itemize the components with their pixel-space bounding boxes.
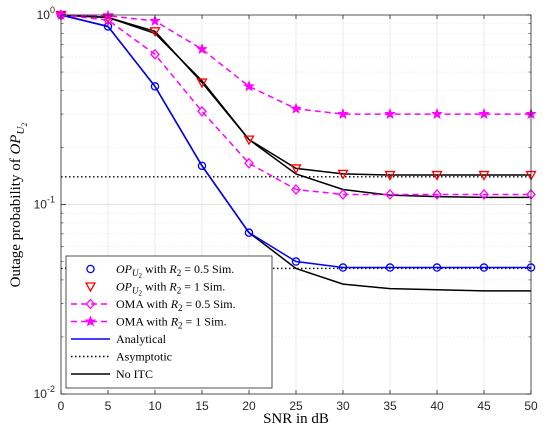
legend-marker <box>84 315 97 327</box>
y-tick-label: 100 <box>37 5 55 22</box>
series-3-point <box>243 80 255 92</box>
series-3-point <box>431 107 443 120</box>
series-2-point <box>479 188 489 200</box>
series-2-point <box>291 184 301 195</box>
series-0-point <box>385 263 395 272</box>
ticks: 0 5 10 15 20 25 30 35 40 45 50 100 10-1 10-2 <box>34 5 538 413</box>
series-1-point <box>149 27 161 38</box>
y-tick-label: 10-1 <box>34 195 55 212</box>
series-0-point <box>197 161 207 171</box>
series-3-point <box>478 107 490 120</box>
x-tick-label: 15 <box>195 399 209 413</box>
series-2-line <box>60 14 531 196</box>
legend-label: OPU2 with R2 = 0.5 Sim. <box>116 262 234 280</box>
y-axis-title-prefix: Outage probability of <box>8 158 24 287</box>
series-0-point <box>432 263 442 272</box>
series-1-point <box>196 78 208 89</box>
x-tick-label: 30 <box>336 399 350 413</box>
legend-label: Analytical <box>116 332 167 346</box>
series-0-point <box>291 257 301 266</box>
series-0-point <box>338 263 348 272</box>
x-tick-label: 25 <box>289 399 303 413</box>
series-2-point <box>244 157 254 169</box>
series-2-point <box>150 48 160 60</box>
series-1-point <box>290 164 302 175</box>
x-tick-label: 45 <box>477 399 491 413</box>
legend-label: OMA with R2 = 0.5 Sim. <box>116 297 236 313</box>
legend-box <box>65 255 273 389</box>
legend-marker <box>84 282 97 293</box>
series-2-point <box>385 188 395 200</box>
y-tick-label: 10-2 <box>34 384 55 401</box>
series-2-point <box>197 105 207 117</box>
x-axis-title: SNR in dB <box>263 411 329 427</box>
series-0-point <box>244 228 254 237</box>
x-tick-label: 40 <box>430 399 444 413</box>
series-1-point <box>243 135 255 146</box>
series-2-point <box>432 188 442 200</box>
y-axis-title-sub: U <box>15 126 27 135</box>
legend-label: Asymptotic <box>116 350 172 364</box>
y-axis-title: Outage probability of OPU2 <box>8 123 29 288</box>
series-1-point <box>337 169 349 180</box>
series-0-point <box>150 82 160 91</box>
analytical-curve <box>60 14 531 176</box>
x-tick-label: 5 <box>105 399 112 413</box>
series-0-point <box>479 263 489 272</box>
series-1-point <box>431 170 443 181</box>
legend-marker <box>85 298 96 310</box>
legend-marker <box>86 264 95 274</box>
series-3-point <box>290 102 302 114</box>
series-3-point <box>337 107 349 120</box>
series-2-point <box>338 188 348 200</box>
y-axis-title-var: OP <box>8 135 24 155</box>
legend-label: OMA with R2 = 1 Sim. <box>116 315 227 331</box>
y-axis-title-subsub: 2 <box>20 123 29 127</box>
series-1-point <box>478 170 490 181</box>
x-tick-label: 0 <box>58 399 65 413</box>
series-3-point <box>149 14 161 26</box>
series-3-point <box>196 42 208 55</box>
legend-label: OPU2 with R2 = 1 Sim. <box>116 280 225 298</box>
legend: OPU2 with R2 = 0.5 Sim.OPU2 with R2 = 1 … <box>65 255 273 389</box>
x-tick-label: 50 <box>524 399 538 413</box>
x-tick-label: 20 <box>242 399 256 413</box>
series-3-point <box>384 107 396 120</box>
markers <box>55 8 537 272</box>
x-tick-label: 35 <box>383 399 397 413</box>
analytical-curve <box>60 14 531 269</box>
x-tick-label: 10 <box>148 399 162 413</box>
series-1-point <box>384 170 396 181</box>
legend-label: No ITC <box>116 367 153 381</box>
